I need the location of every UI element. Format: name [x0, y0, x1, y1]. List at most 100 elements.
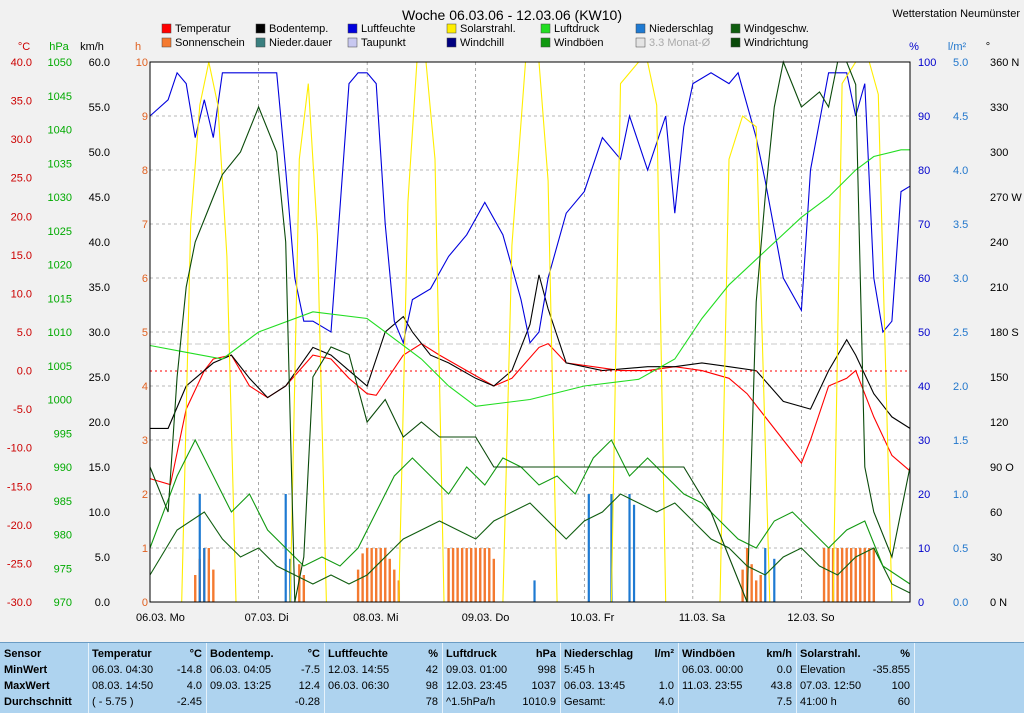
- tick-label-pressure: 1045: [48, 91, 72, 103]
- tick-label-direction: 270 W: [990, 192, 1022, 204]
- summary-title: Windböen: [682, 648, 736, 660]
- line-temperatur: [149, 342, 911, 486]
- tick-label-wind: 40.0: [89, 237, 110, 249]
- tick-label-pressure: 1025: [48, 226, 72, 238]
- axis-unit-wind: km/h: [80, 41, 104, 53]
- tick-label-hours: 0: [142, 597, 148, 609]
- bar-sonnenschein: [379, 548, 382, 602]
- tick-label-rain: 0.0: [953, 597, 968, 609]
- tick-label-humidity: 10: [918, 543, 930, 555]
- bar-sonnenschein: [854, 548, 857, 602]
- bar-sonnenschein: [840, 548, 844, 602]
- summary-column: Luftfeuchte% 12.03. 14:55 42 06.03. 06:30 98…: [324, 643, 443, 713]
- summary-row: MinWert: [4, 664, 84, 679]
- summary-value: -7.5: [301, 664, 320, 676]
- bar-sonnenschein: [298, 564, 301, 602]
- summary-row: 11.03. 23:55 43.8: [682, 680, 792, 695]
- summary-label: ( - 5.75 ): [92, 696, 134, 708]
- tick-label-temp: -30.0: [7, 597, 32, 609]
- tick-label-hours: 3: [142, 435, 148, 447]
- summary-label: Elevation: [800, 664, 846, 676]
- summary-row: 06.03. 04:05 -7.5: [210, 664, 320, 679]
- summary-label: Gesamt:: [564, 696, 606, 708]
- tick-label-pressure: 1005: [48, 361, 72, 373]
- summary-row: Durchschnitt: [4, 696, 84, 711]
- tick-label-pressure: 975: [54, 563, 72, 575]
- tick-label-temp: -25.0: [7, 558, 32, 570]
- legend-label: Windchill: [460, 37, 504, 49]
- summary-value: 1010.9: [522, 696, 556, 708]
- summary-value: 4.0: [186, 680, 202, 692]
- summary-row: 06.03. 04:30 -14.8: [92, 664, 202, 679]
- bar-sonnenschein: [207, 548, 211, 602]
- summary-column: Sensor MinWert MaxWert Durchschnitt: [0, 643, 89, 713]
- axis-unit-rain: l/m²: [948, 41, 967, 53]
- summary-row: 5:45 h: [564, 664, 674, 679]
- tick-label-hours: 1: [142, 543, 148, 555]
- x-tick-label: 09.03. Do: [462, 612, 510, 624]
- summary-row: 12.03. 14:55 42: [328, 664, 438, 679]
- bar-sonnenschein: [212, 569, 215, 602]
- summary-label: 5:45 h: [564, 664, 595, 676]
- tick-label-humidity: 20: [918, 489, 930, 501]
- summary-title: Luftfeuchte: [328, 648, 388, 660]
- tick-label-temp: 5.0: [17, 327, 32, 339]
- bar-sonnenschein: [393, 569, 396, 602]
- bar-sonnenschein: [859, 548, 862, 602]
- tick-label-pressure: 980: [54, 530, 72, 542]
- axis-unit-hours: h: [135, 41, 141, 53]
- x-tick-label: 11.03. Sa: [679, 612, 726, 624]
- legend-label: Windgeschw.: [744, 23, 809, 35]
- tick-label-rain: 4.0: [953, 165, 968, 177]
- summary-title: Luftdruck: [446, 648, 497, 660]
- tick-label-humidity: 40: [918, 381, 930, 393]
- legend-swatch: [635, 23, 646, 34]
- tick-label-temp: 30.0: [11, 134, 32, 146]
- tick-label-wind: 20.0: [89, 417, 110, 429]
- summary-header: Bodentemp. °C: [210, 648, 320, 663]
- summary-row: 7.5: [682, 696, 792, 711]
- tick-label-direction: 300: [990, 147, 1008, 159]
- tick-label-rain: 2.5: [953, 327, 968, 339]
- summary-title: Bodentemp.: [210, 648, 274, 660]
- tick-label-wind: 10.0: [89, 507, 110, 519]
- tick-label-temp: -20.0: [7, 520, 32, 532]
- bar-sonnenschein: [384, 548, 387, 602]
- axis-unit-temp: °C: [18, 41, 30, 53]
- legend-label: 3.3 Monat-Ø: [649, 37, 711, 49]
- axis-tick-labels: 40.035.030.025.020.015.010.05.00.0-5.0-1…: [7, 57, 1022, 624]
- summary-label: 07.03. 12:50: [800, 680, 862, 692]
- summary-label: 08.03. 14:50: [92, 680, 154, 692]
- summary-row: 06.03. 13:45 1.0: [564, 680, 674, 695]
- summary-header: Niederschlag l/m²: [564, 648, 674, 663]
- summary-label: 06.03. 04:30: [92, 664, 154, 676]
- line-bodentemp-: [150, 274, 911, 429]
- legend-label: Sonnenschein: [175, 37, 245, 49]
- legend-label: Windböen: [554, 37, 604, 49]
- bar-sonnenschein: [750, 564, 753, 602]
- legend-swatch: [730, 23, 741, 34]
- tick-label-humidity: 80: [918, 165, 930, 177]
- summary-row: 06.03. 00:00 0.0: [682, 664, 792, 679]
- tick-label-direction: 150: [990, 372, 1008, 384]
- summary-unit: km/h: [766, 648, 792, 660]
- x-tick-label: 10.03. Fr: [570, 612, 614, 624]
- tick-label-rain: 2.0: [953, 381, 968, 393]
- summary-row: 41:00 h 60: [800, 696, 910, 711]
- bar-sonnenschein: [827, 548, 830, 602]
- summary-row: 09.03. 13:25 12.4: [210, 680, 320, 695]
- summary-value: 60: [897, 696, 910, 708]
- tick-label-wind: 15.0: [89, 462, 110, 474]
- legend-swatch: [161, 37, 172, 48]
- legend-swatch: [446, 23, 457, 34]
- summary-label: 09.03. 13:25: [210, 680, 272, 692]
- legend-label: Niederschlag: [649, 23, 713, 35]
- tick-label-wind: 50.0: [89, 147, 110, 159]
- plot-frame: [149, 61, 911, 603]
- bar-sonnenschein: [465, 548, 468, 602]
- bar-sonnenschein: [741, 569, 744, 602]
- summary-column: Windböen km/h 06.03. 00:00 0.0 11.03. 23:55 4…: [678, 643, 797, 713]
- summary-table: Sensor MinWert MaxWert Durchschnitt Temperat…: [0, 642, 1024, 713]
- summary-label: ^1.5hPa/h: [446, 696, 496, 708]
- summary-column: Temperatur °C 06.03. 04:30 -14.8 08.03. 14:5…: [88, 643, 207, 713]
